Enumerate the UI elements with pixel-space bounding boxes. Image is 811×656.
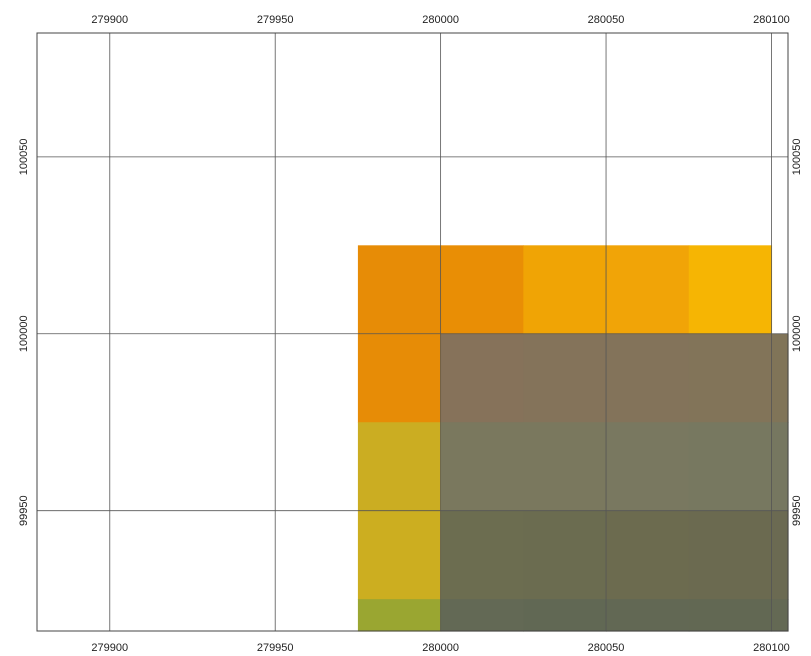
- y-tick-label-right: 100000: [791, 315, 803, 352]
- x-tick-label-top: 279900: [91, 14, 128, 26]
- overlay-cell: [440, 599, 524, 632]
- overlay-cell: [688, 422, 773, 512]
- overlay-cell: [606, 599, 690, 632]
- map-frame: [36, 32, 789, 632]
- x-tick-label-top: 280000: [422, 14, 459, 26]
- overlay-cell: [606, 510, 690, 600]
- overlay-cell: [606, 422, 690, 512]
- overlay-cell: [523, 333, 607, 423]
- overlay-cell: [688, 510, 773, 600]
- overlay-cell: [771, 422, 789, 512]
- y-tick-label-left: 99950: [18, 495, 30, 526]
- overlay-cell: [440, 510, 524, 600]
- x-tick-label-bottom: 280050: [588, 642, 625, 654]
- overlay-layer: [440, 333, 789, 632]
- raster-cell: [523, 245, 607, 335]
- raster-cell: [440, 245, 524, 335]
- overlay-cell: [688, 599, 773, 632]
- overlay-cell: [771, 510, 789, 600]
- overlay-cell: [523, 599, 607, 632]
- axis-labels: 279900 279900 279950 279950 280000 280000 2800…: [18, 14, 803, 654]
- x-tick-label-bottom: 279900: [91, 642, 128, 654]
- raster-cell: [357, 510, 442, 600]
- x-tick-label-top: 280100: [753, 14, 790, 26]
- y-tick-label-right: 99950: [791, 495, 803, 526]
- raster-cell: [357, 422, 442, 512]
- overlay-cell: [523, 510, 607, 600]
- coordinate-grid: [37, 33, 788, 631]
- overlay-cell: [606, 333, 690, 423]
- x-tick-label-top: 280050: [588, 14, 625, 26]
- overlay-cell: [688, 333, 773, 423]
- overlay-cell: [771, 599, 789, 632]
- y-tick-label-right: 100050: [791, 138, 803, 175]
- raster-cell: [688, 245, 773, 335]
- overlay-cell: [771, 333, 789, 423]
- x-tick-label-bottom: 280100: [753, 642, 790, 654]
- overlay-cell: [523, 422, 607, 512]
- raster-layer: [357, 245, 773, 632]
- x-tick-label-bottom: 279950: [257, 642, 294, 654]
- raster-cell: [606, 245, 690, 335]
- x-tick-label-bottom: 280000: [422, 642, 459, 654]
- y-tick-label-left: 100000: [18, 315, 30, 352]
- y-tick-label-left: 100050: [18, 138, 30, 175]
- overlay-cell: [440, 333, 524, 423]
- x-tick-label-top: 279950: [257, 14, 294, 26]
- raster-cell: [357, 245, 442, 335]
- overlay-cell: [440, 422, 524, 512]
- raster-cell: [357, 599, 442, 632]
- raster-cell: [357, 333, 442, 423]
